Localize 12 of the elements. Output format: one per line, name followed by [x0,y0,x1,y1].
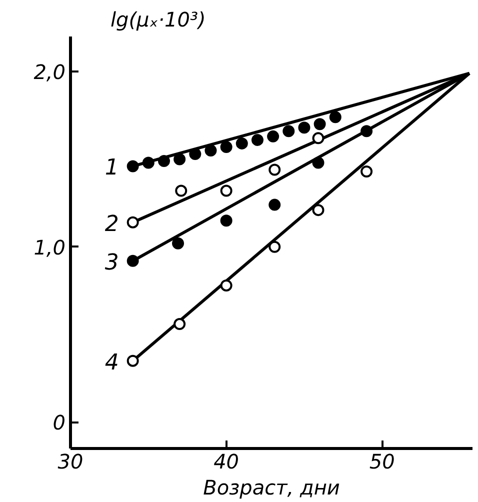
y-tick-label: 2,0 [34,60,66,84]
y-axis-title: lg(μₓ·10³) [110,8,206,32]
y-tick-label: 1,0 [34,235,66,260]
x-tick-label: 30 [58,450,84,474]
x-tick-label: 50 [369,450,395,474]
x-axis-title: Возраст, дни [203,476,340,500]
x-tick-label: 40 [214,450,240,474]
series-label: 4 [104,350,119,376]
y-tick-label: 0 [52,410,66,435]
series-label: 2 [104,212,119,237]
series-label: 3 [104,250,119,276]
series-label: 1 [104,156,119,181]
